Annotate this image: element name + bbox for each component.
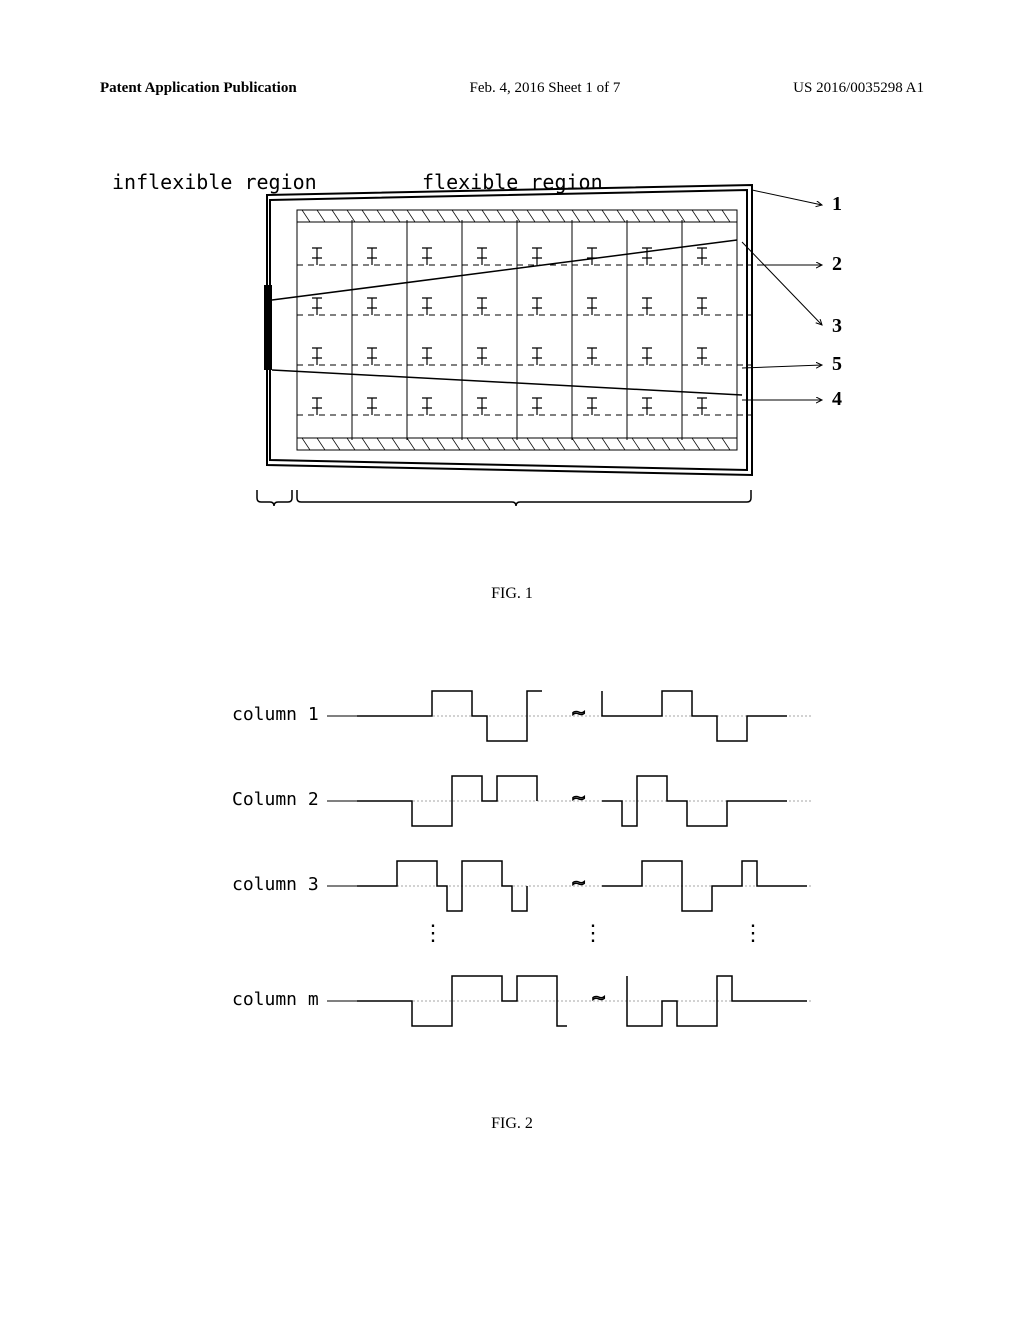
flexible-region-label: flexible region [422, 170, 603, 194]
page-header: Patent Application Publication Feb. 4, 2… [0, 80, 1024, 97]
svg-text:~: ~ [592, 986, 605, 1011]
svg-text:⋮: ⋮ [742, 921, 764, 946]
header-left: Patent Application Publication [100, 80, 297, 97]
annotation-2: 2 [832, 253, 842, 275]
svg-text:~: ~ [572, 701, 585, 726]
svg-text:⋮: ⋮ [422, 921, 444, 946]
figure-2-label: FIG. 2 [172, 1115, 852, 1133]
annotation-1: 1 [832, 193, 842, 215]
figure-1-label: FIG. 1 [182, 585, 842, 603]
inflexible-region-label: inflexible region [112, 170, 317, 194]
svg-text:~: ~ [572, 871, 585, 896]
header-center: Feb. 4, 2016 Sheet 1 of 7 [470, 80, 621, 97]
svg-text:⋮: ⋮ [582, 921, 604, 946]
figure-1-svg: 1 2 3 5 4 [182, 170, 842, 530]
waveform-label-1: column 1 [232, 704, 319, 725]
header-right: US 2016/0035298 A1 [793, 80, 924, 97]
annotation-4: 4 [832, 388, 842, 410]
waveform-label-2: Column 2 [232, 789, 319, 810]
figure-2: column 1 ~ Column 2 ~ column 3 [172, 670, 852, 1133]
figure-1: 1 2 3 5 4 inflexible region flexible reg… [182, 170, 842, 603]
waveform-label-3: column 3 [232, 874, 319, 895]
waveform-label-m: column m [232, 989, 319, 1010]
svg-text:~: ~ [572, 786, 585, 811]
figure-2-svg: column 1 ~ Column 2 ~ column 3 [172, 670, 852, 1090]
annotation-5: 5 [832, 353, 842, 375]
annotation-3: 3 [832, 315, 842, 337]
